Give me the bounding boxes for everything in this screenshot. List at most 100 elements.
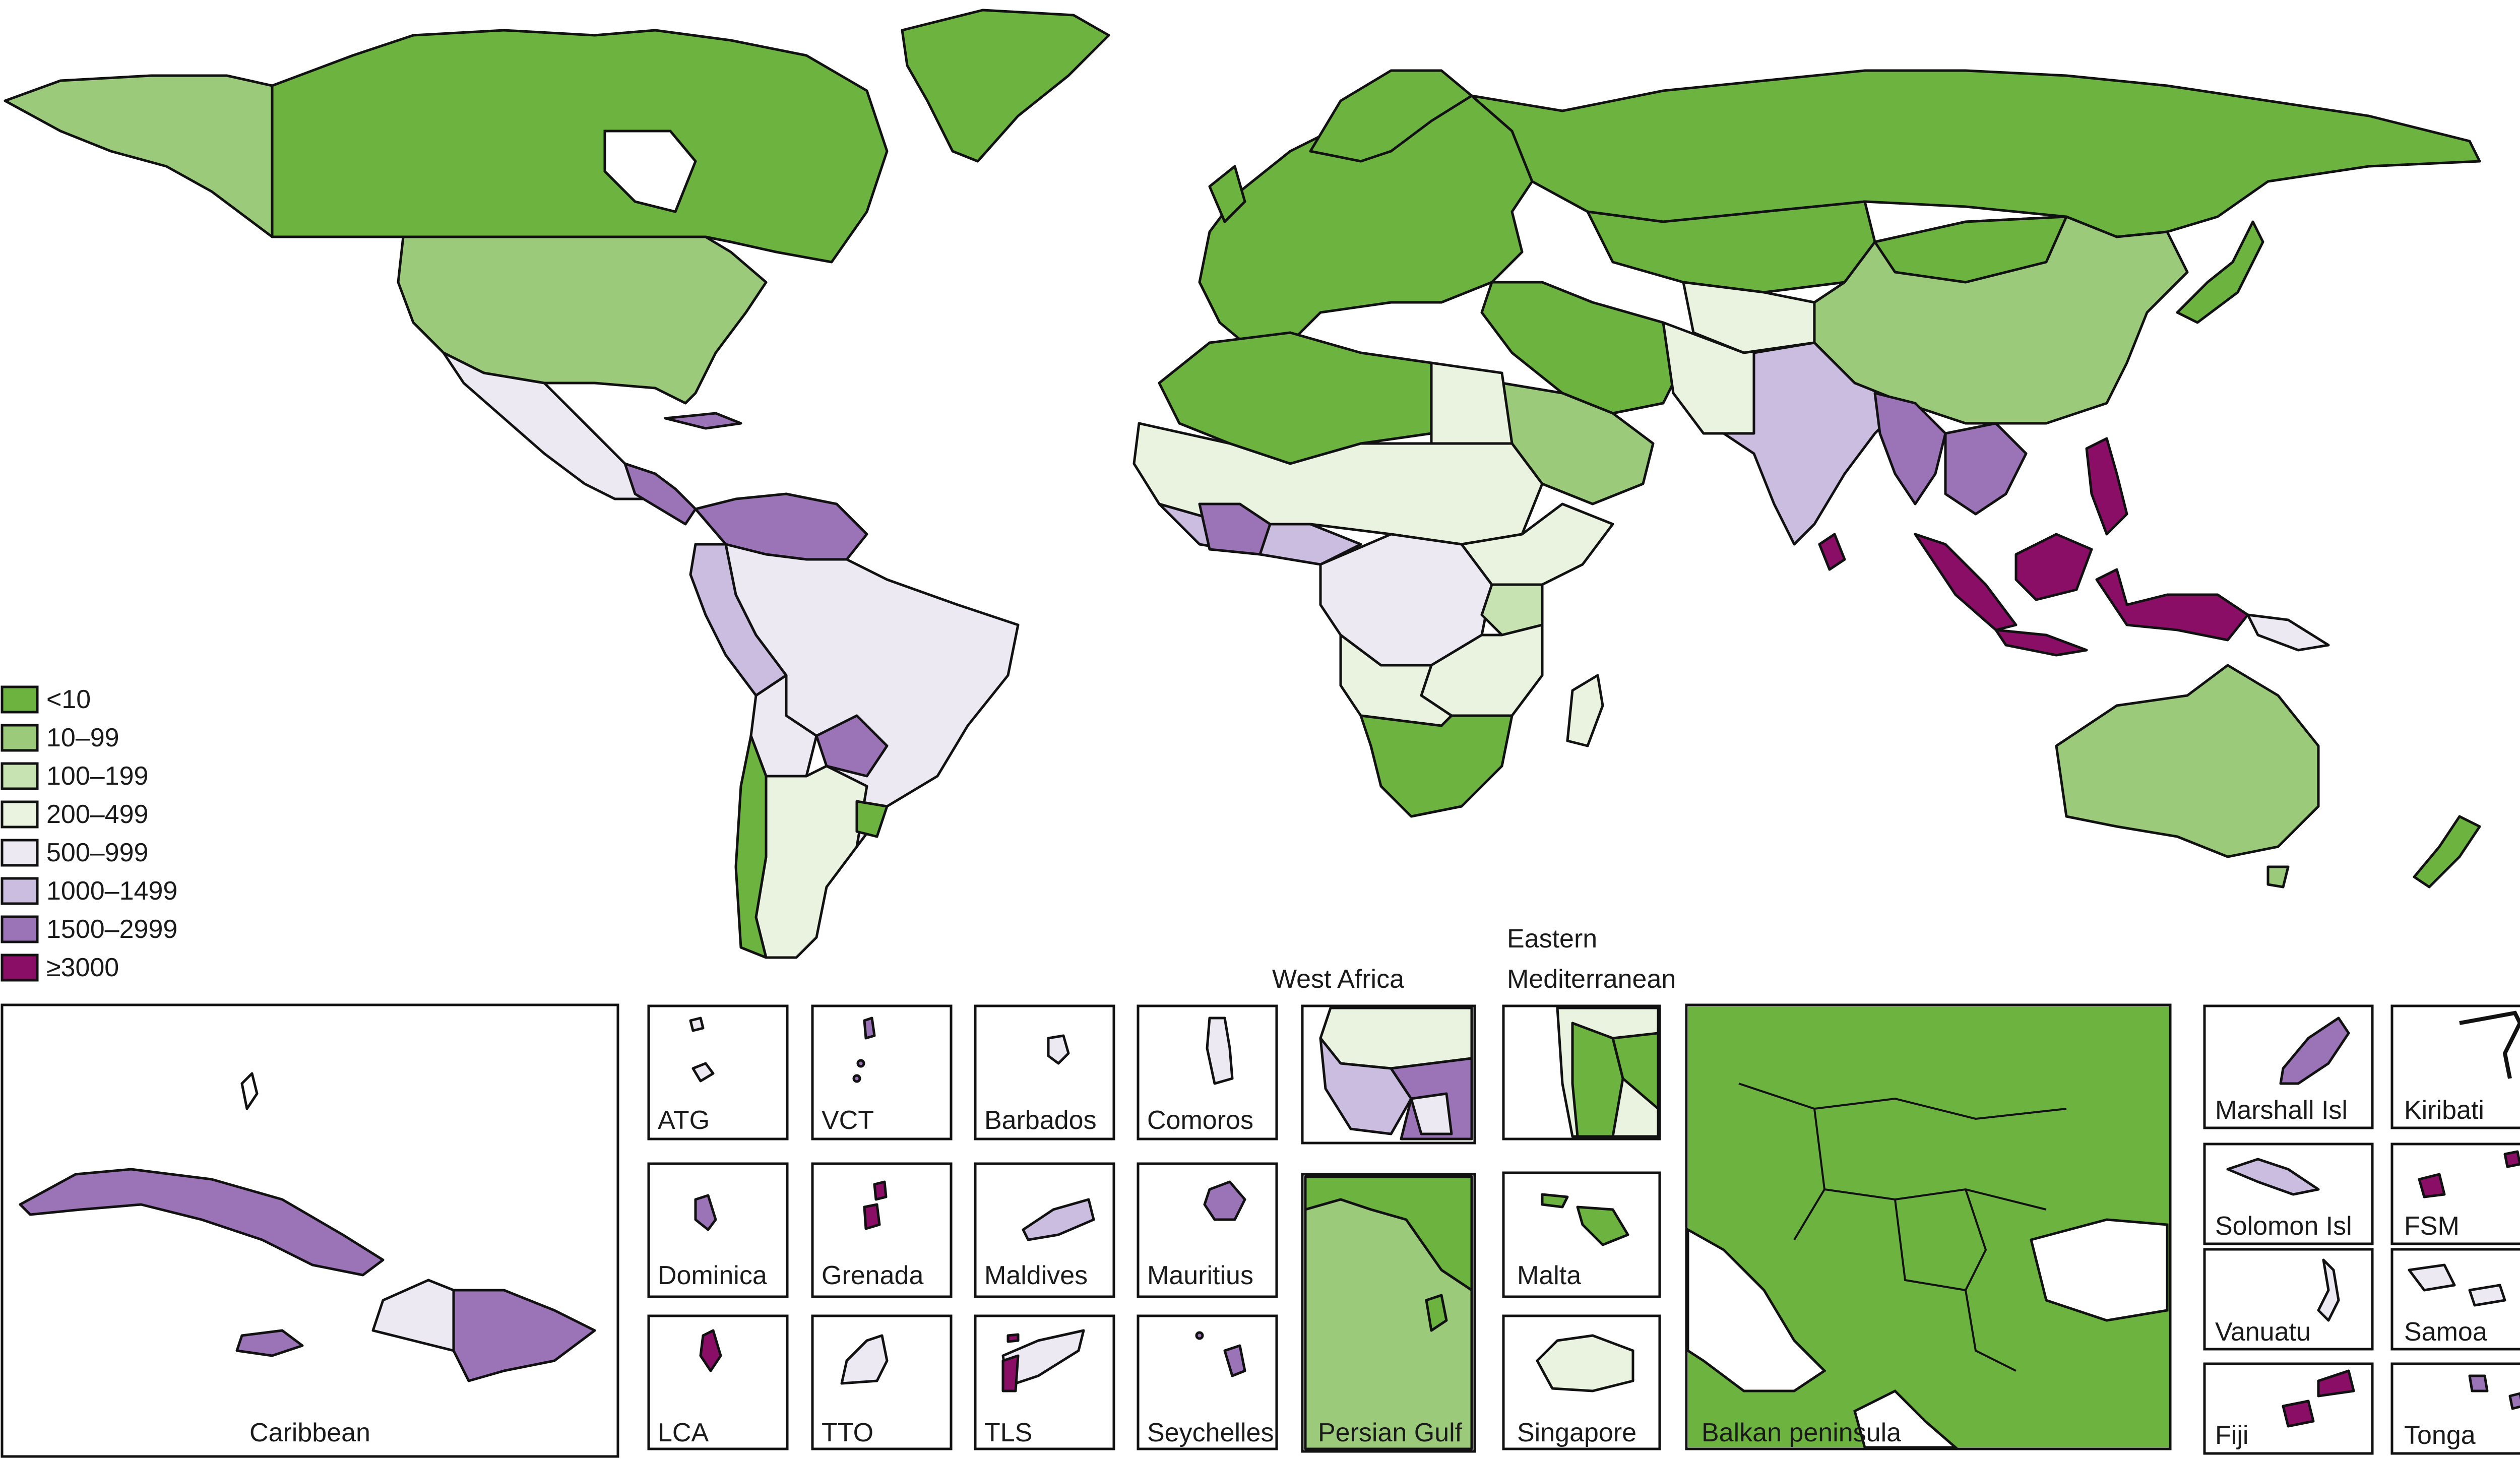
region-southern-africa xyxy=(1359,714,1514,818)
inset-tto: TTO xyxy=(811,1314,953,1450)
svg-text:TLS: TLS xyxy=(984,1418,1032,1447)
region-uruguay xyxy=(855,800,889,838)
region-egypt xyxy=(1430,361,1514,445)
region-paraguay xyxy=(815,714,889,778)
svg-text:1000–1499: 1000–1499 xyxy=(46,876,177,906)
inset-west-africa: West Africa xyxy=(1272,965,1476,1145)
inset-tonga: Tonga xyxy=(2390,1362,2520,1455)
svg-text:Fiji: Fiji xyxy=(2215,1421,2248,1450)
region-alaska xyxy=(4,74,274,238)
inset-samoa: Samoa xyxy=(2390,1248,2520,1351)
svg-text:FSM: FSM xyxy=(2404,1212,2460,1241)
region-new-zealand xyxy=(2413,815,2481,889)
region-usa xyxy=(397,235,768,405)
inset-caribbean: Caribbean xyxy=(1,1003,619,1458)
region-cote-ivoire-ghana xyxy=(1198,502,1272,556)
svg-text:Maldives: Maldives xyxy=(984,1261,1088,1290)
svg-text:200–499: 200–499 xyxy=(46,800,148,829)
region-cuba xyxy=(664,412,742,430)
region-argentina xyxy=(754,765,868,959)
inset-atg: ATG xyxy=(647,1004,789,1140)
region-tasmania xyxy=(2266,865,2290,889)
svg-text:Grenada: Grenada xyxy=(822,1261,923,1290)
inset-grenada: Grenada xyxy=(811,1162,953,1298)
inset-kiribati: Kiribati xyxy=(2390,1004,2520,1129)
svg-text:Eastern: Eastern xyxy=(1507,924,1597,954)
legend-item-1500-2999: 1500–2999 xyxy=(1,915,177,944)
svg-text:<10: <10 xyxy=(46,685,91,714)
inset-lca: LCA xyxy=(647,1314,789,1450)
inset-seychelles: Seychelles xyxy=(1137,1314,1278,1450)
inset-fiji: Fiji xyxy=(2203,1362,2374,1455)
inset-tls: TLS xyxy=(974,1314,1115,1450)
region-uk xyxy=(1208,165,1246,223)
svg-text:10–99: 10–99 xyxy=(46,723,119,752)
svg-text:Kiribati: Kiribati xyxy=(2404,1096,2484,1125)
region-sumatra xyxy=(1914,533,2018,631)
inset-persian-gulf: Persian Gulf xyxy=(1301,1173,1476,1453)
svg-text:Persian Gulf: Persian Gulf xyxy=(1318,1418,1463,1447)
svg-text:Comoros: Comoros xyxy=(1147,1106,1253,1135)
svg-text:Seychelles: Seychelles xyxy=(1147,1418,1274,1447)
inset-vanuatu: Vanuatu xyxy=(2203,1248,2374,1351)
svg-text:West Africa: West Africa xyxy=(1272,965,1404,994)
region-chile xyxy=(734,734,768,959)
region-central-america xyxy=(623,462,697,526)
svg-text:Mauritius: Mauritius xyxy=(1147,1261,1253,1290)
svg-text:Balkan peninsula: Balkan peninsula xyxy=(1702,1418,1901,1447)
svg-text:Caribbean: Caribbean xyxy=(249,1418,370,1447)
region-russia xyxy=(1470,69,2481,238)
inset-dominica: Dominica xyxy=(647,1162,789,1298)
legend: <10 10–99 100–199 200–499 500–999 1000–1… xyxy=(1,685,177,982)
inset-balkan-peninsula: Balkan peninsula xyxy=(1685,1003,2172,1450)
svg-text:VCT: VCT xyxy=(822,1106,874,1135)
svg-text:500–999: 500–999 xyxy=(46,838,148,867)
region-png xyxy=(2246,613,2330,652)
svg-text:Solomon Isl: Solomon Isl xyxy=(2215,1212,2352,1241)
svg-text:Singapore: Singapore xyxy=(1517,1418,1636,1447)
region-australia xyxy=(2055,664,2320,858)
region-greenland xyxy=(901,9,1110,163)
region-india xyxy=(1722,341,1907,546)
region-madagascar xyxy=(1566,674,1604,747)
svg-text:1500–2999: 1500–2999 xyxy=(46,915,177,944)
inset-maldives: Maldives xyxy=(974,1162,1115,1298)
svg-text:Mediterranean: Mediterranean xyxy=(1507,965,1676,994)
svg-text:≥3000: ≥3000 xyxy=(46,953,119,982)
svg-text:100–199: 100–199 xyxy=(46,762,148,791)
region-turkey-iran xyxy=(1480,281,1685,415)
inset-singapore: Singapore xyxy=(1502,1314,1661,1450)
legend-item-100-199: 100–199 xyxy=(1,762,148,791)
region-indochina xyxy=(1944,422,2028,516)
inset-mauritius: Mauritius xyxy=(1137,1162,1278,1298)
svg-text:Marshall Isl: Marshall Isl xyxy=(2215,1096,2348,1125)
main-world-map xyxy=(4,9,2481,959)
region-hudson-bay xyxy=(603,130,697,213)
region-canada xyxy=(271,29,889,264)
region-sulawesi-papua xyxy=(2095,568,2249,642)
region-japan xyxy=(2176,220,2264,324)
insets: Caribbean ATG Dominica LCA VCT xyxy=(1,924,2520,1458)
inset-marshall-islands: Marshall Isl xyxy=(2203,1004,2374,1129)
svg-text:LCA: LCA xyxy=(658,1418,709,1447)
svg-text:TTO: TTO xyxy=(822,1418,873,1447)
region-mongolia xyxy=(1873,215,2068,284)
inset-malta: Malta xyxy=(1502,1171,1661,1298)
legend-item-1000-1499: 1000–1499 xyxy=(1,876,177,906)
legend-item-500-999: 500–999 xyxy=(1,838,148,867)
inset-fsm: FSM xyxy=(2390,1143,2520,1245)
legend-item-200-499: 200–499 xyxy=(1,800,148,829)
inset-vct: VCT xyxy=(811,1004,953,1140)
svg-text:Vanuatu: Vanuatu xyxy=(2215,1317,2311,1347)
svg-text:Dominica: Dominica xyxy=(658,1261,767,1290)
legend-item-10-99: 10–99 xyxy=(1,723,119,752)
inset-eastern-mediterranean: Eastern Mediterranean xyxy=(1502,924,1676,1140)
region-sri-lanka xyxy=(1818,533,1846,571)
svg-text:Malta: Malta xyxy=(1517,1261,1581,1290)
inset-comoros: Comoros xyxy=(1137,1004,1278,1140)
legend-item-lt10: <10 xyxy=(1,685,91,714)
legend-item-gte3000: ≥3000 xyxy=(1,953,119,982)
svg-text:Samoa: Samoa xyxy=(2404,1317,2487,1347)
svg-text:Tonga: Tonga xyxy=(2404,1421,2476,1450)
